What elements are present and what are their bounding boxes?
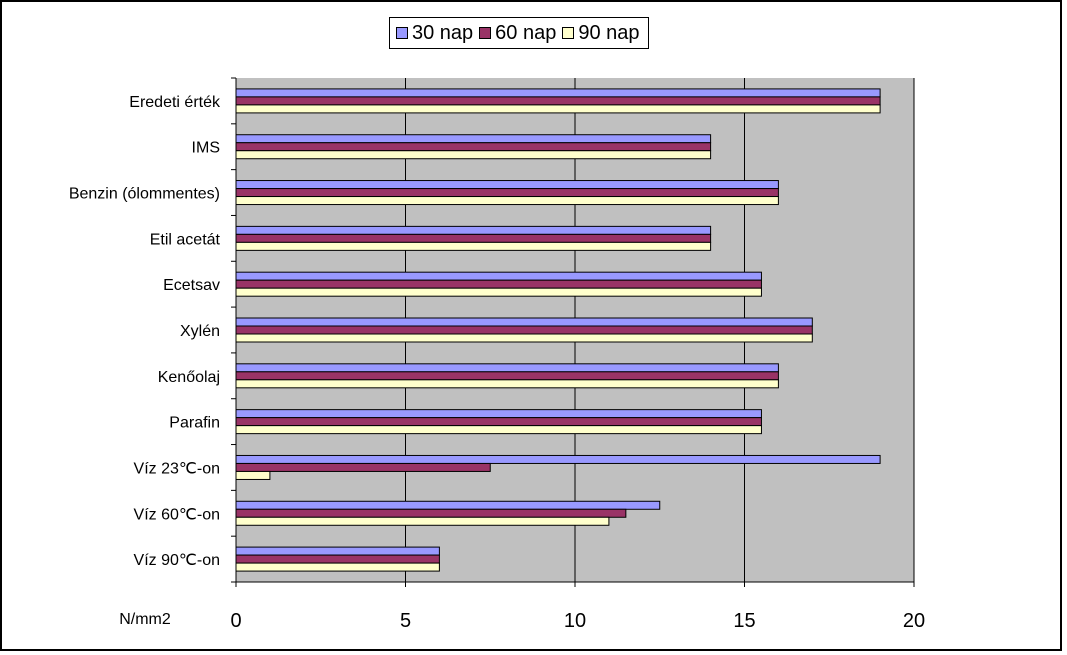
category-label: Benzin (ólommentes) — [69, 186, 220, 203]
bar — [235, 287, 762, 297]
bar — [235, 196, 779, 206]
bar — [235, 554, 440, 564]
bar — [235, 516, 610, 526]
legend-label-60-nap: 60 nap — [495, 21, 557, 44]
bar — [235, 333, 813, 343]
bar — [235, 508, 627, 518]
legend-label-90-nap: 90 nap — [578, 21, 640, 44]
category-label: Víz 60℃-on — [134, 506, 220, 523]
bar — [235, 371, 779, 381]
x-tick-label: 5 — [400, 610, 411, 632]
bar — [235, 546, 440, 556]
x-tick-label: 0 — [230, 610, 241, 632]
bar — [235, 188, 779, 198]
bar — [235, 233, 712, 243]
category-label: Ecetsav — [163, 277, 220, 294]
category-label: Etil acetát — [150, 231, 221, 248]
category-label: Parafin — [169, 415, 220, 432]
bar — [235, 134, 712, 144]
bar — [235, 462, 491, 472]
bar — [235, 409, 762, 419]
bar — [235, 104, 881, 114]
category-label: Xylén — [180, 323, 220, 340]
category-label: Eredeti érték — [129, 94, 221, 111]
legend-swatch-30-nap — [396, 27, 408, 39]
x-axis-unit-label: N/mm2 — [119, 611, 171, 628]
bar — [235, 317, 813, 327]
chart-legend: 30 nap 60 nap 90 nap — [389, 17, 649, 49]
legend-swatch-60-nap — [479, 27, 492, 39]
bar — [235, 562, 440, 572]
bar — [235, 417, 762, 427]
bar — [235, 500, 661, 510]
bar — [235, 142, 712, 152]
category-label: Víz 23℃-on — [134, 460, 220, 477]
bar — [235, 88, 881, 98]
x-tick-label: 20 — [903, 610, 925, 632]
x-tick-label: 15 — [733, 610, 755, 632]
bar — [235, 454, 881, 464]
legend-item-30-nap: 30 nap — [396, 22, 473, 45]
bar — [235, 325, 813, 335]
category-label: IMS — [192, 140, 220, 157]
bar — [235, 225, 712, 235]
x-tick-label: 10 — [564, 610, 586, 632]
bar — [235, 470, 271, 480]
bar — [235, 96, 881, 106]
bar — [235, 271, 762, 281]
bar — [235, 150, 712, 160]
bar — [235, 241, 712, 251]
legend-swatch-90-nap — [562, 27, 575, 39]
legend-label-30-nap: 30 nap — [412, 21, 474, 44]
bar — [235, 180, 779, 190]
category-label: Kenőolaj — [158, 369, 220, 386]
bar — [235, 379, 779, 389]
bar — [235, 425, 762, 435]
bar — [235, 279, 762, 289]
legend-item-60-nap: 60 nap — [479, 22, 556, 45]
bar — [235, 363, 779, 373]
legend-item-90-nap: 90 nap — [562, 21, 640, 45]
category-label: Víz 90℃-on — [134, 552, 220, 569]
